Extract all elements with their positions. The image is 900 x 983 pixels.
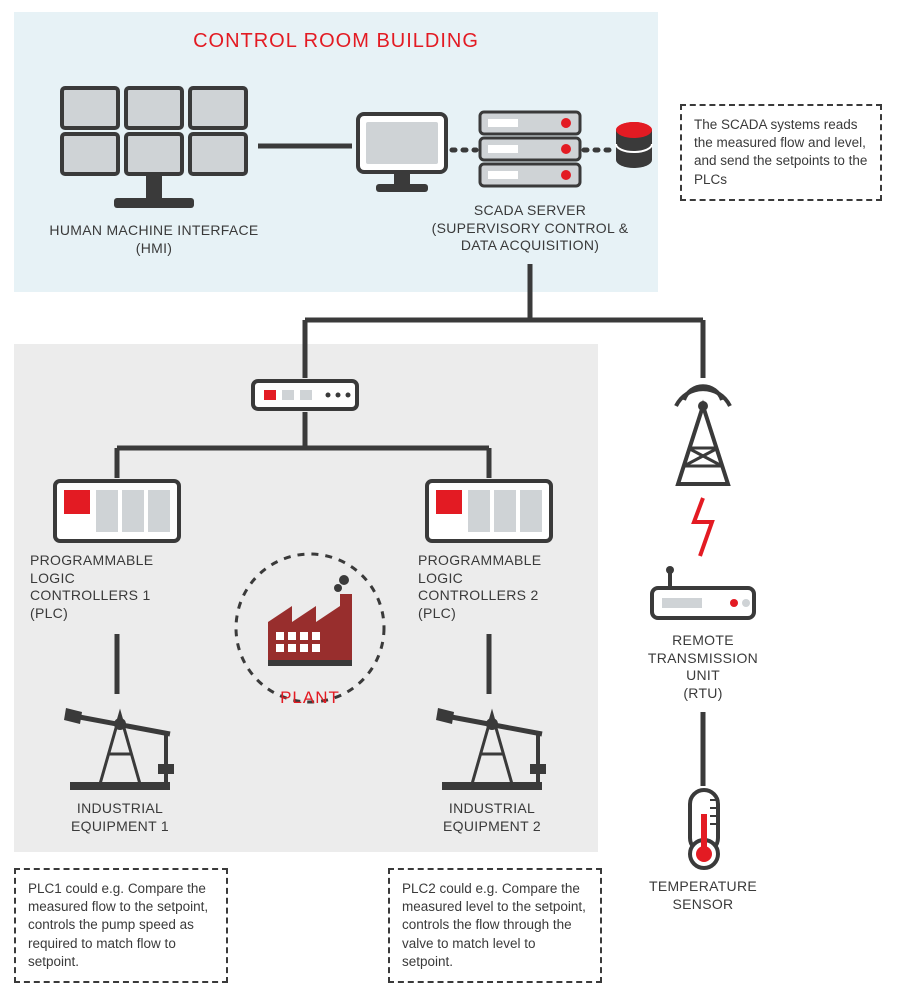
- note-plc2: PLC2 could e.g. Compare the measured lev…: [388, 868, 602, 983]
- plc2-icon: [424, 478, 554, 544]
- db-icon: [614, 120, 654, 174]
- scada-label: SCADA SERVER(SUPERVISORY CONTROL &DATA A…: [410, 202, 650, 255]
- scada-pc-icon: [352, 110, 452, 196]
- hmi-label: HUMAN MACHINE INTERFACE(HMI): [34, 222, 274, 257]
- rtu-label: REMOTETRANSMISSIONUNIT(RTU): [630, 632, 776, 702]
- temp-icon: [680, 786, 728, 872]
- note-scada: The SCADA systems reads the measured flo…: [680, 104, 882, 201]
- note-plc1: PLC1 could e.g. Compare the measured flo…: [14, 868, 228, 983]
- plc1-icon: [52, 478, 182, 544]
- plant-label: PLANT: [238, 688, 382, 708]
- hmi-icon: [54, 82, 254, 212]
- antenna-icon: [664, 378, 742, 488]
- scada-rack-icon: [476, 108, 584, 190]
- plant-icon: [230, 548, 390, 708]
- switch-icon: [250, 378, 360, 412]
- ie1-icon: [60, 694, 180, 794]
- rtu-icon: [648, 566, 758, 624]
- plc2-label: PROGRAMMABLELOGICCONTROLLERS 2(PLC): [418, 552, 588, 622]
- ie1-label: INDUSTRIALEQUIPMENT 1: [40, 800, 200, 835]
- ie2-icon: [432, 694, 552, 794]
- ie2-label: INDUSTRIALEQUIPMENT 2: [412, 800, 572, 835]
- plc1-label: PROGRAMMABLELOGICCONTROLLERS 1(PLC): [30, 552, 200, 622]
- control-room-title: CONTROL ROOM BUILDING: [14, 30, 658, 53]
- temp-label: TEMPERATURESENSOR: [630, 878, 776, 913]
